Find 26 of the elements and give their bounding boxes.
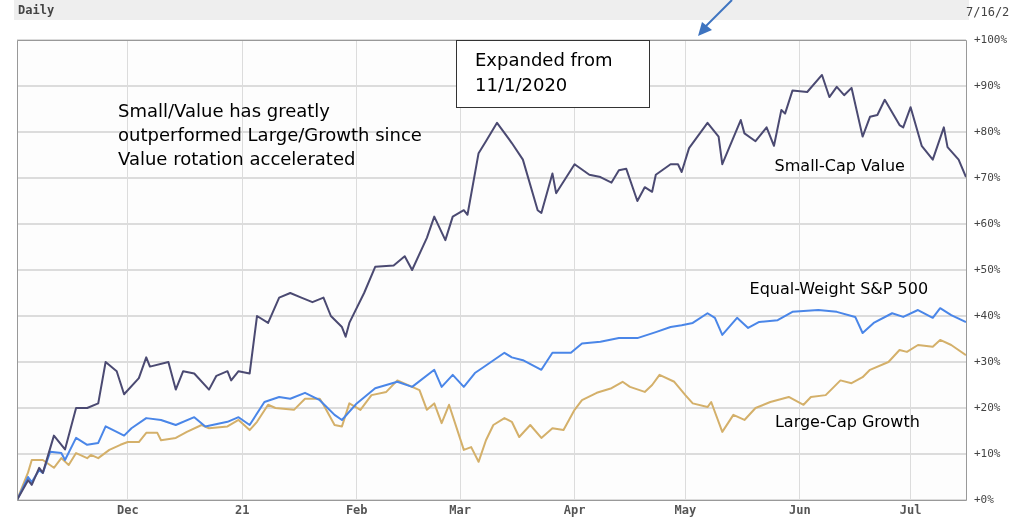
x-tick-label: 21 xyxy=(235,503,250,518)
y-tick-label: +30% xyxy=(974,354,1001,368)
x-tick-label: Feb xyxy=(345,503,368,518)
y-tick-label: +0% xyxy=(974,492,995,506)
text: 7/16/2 xyxy=(966,5,1010,19)
x-tick-label: Jul xyxy=(899,503,922,518)
x-tick-label: Apr xyxy=(563,503,586,518)
y-tick-label: +50% xyxy=(974,262,1001,276)
y-tick-label: +70% xyxy=(974,170,1001,184)
x-tick-label: Dec xyxy=(116,503,139,518)
y-tick-label: +90% xyxy=(974,78,1001,92)
x-tick-label: May xyxy=(674,503,697,518)
y-tick-label: +20% xyxy=(974,400,1001,414)
y-tick-label: +100% xyxy=(974,32,1008,46)
y-tick-label: +60% xyxy=(974,216,1001,230)
annotation: Expanded from 11/1/2020 xyxy=(456,40,650,108)
series-label: Small-Cap Value xyxy=(774,156,905,176)
y-tick-label: +10% xyxy=(974,446,1001,460)
y-tick-label: +40% xyxy=(974,308,1001,322)
series-label: Equal-Weight S&P 500 xyxy=(749,278,929,298)
x-tick-label: Jun xyxy=(788,503,811,518)
annotation: Small/Value has greatly outperformed Large/Growth since Value rotation accelerated xyxy=(118,99,423,171)
series-label: Large-Cap Growth xyxy=(774,411,920,431)
chart-title: Daily xyxy=(18,3,55,17)
x-tick-label: Mar xyxy=(449,503,471,518)
y-tick-label: +80% xyxy=(974,124,1001,138)
